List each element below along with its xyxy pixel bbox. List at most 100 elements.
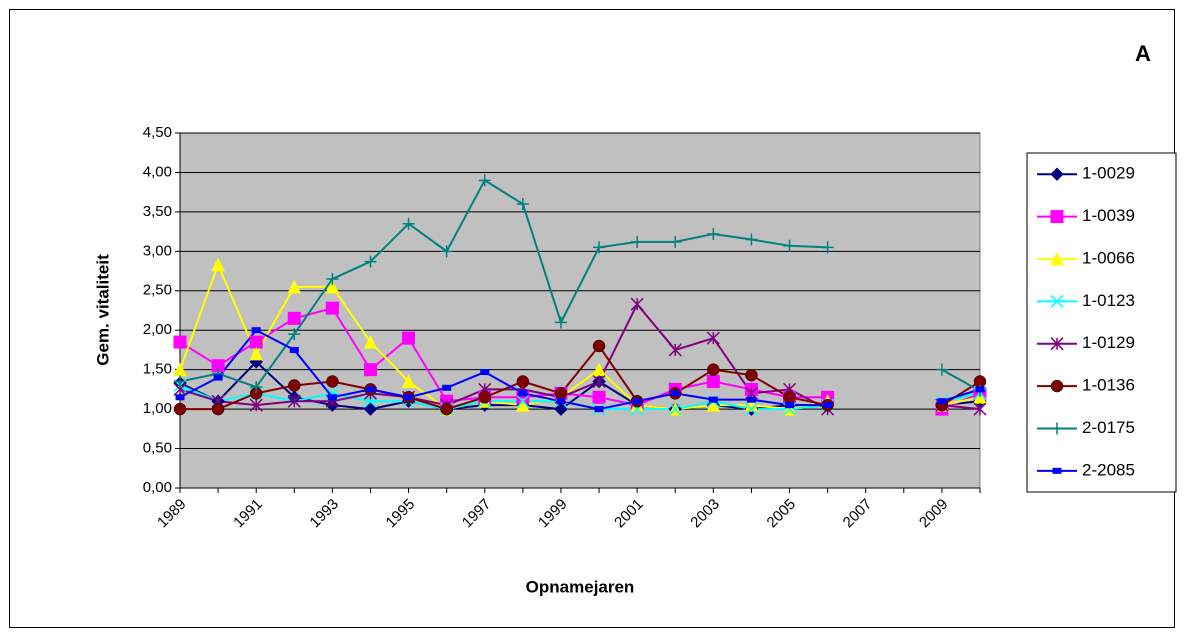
data-point: [937, 398, 947, 405]
data-point: [288, 379, 301, 392]
data-point: [175, 394, 185, 401]
data-point: [973, 402, 987, 416]
data-point: [251, 327, 261, 334]
data-point: [363, 402, 378, 416]
data-point: [250, 381, 263, 394]
data-point: [173, 402, 187, 416]
data-point: [632, 398, 642, 405]
y-tick-label: 1,00: [143, 400, 172, 417]
data-point: [975, 386, 985, 393]
data-point: [554, 387, 568, 400]
data-point: [592, 339, 606, 353]
data-point: [823, 402, 833, 409]
data-point: [745, 368, 758, 382]
legend-marker: [1050, 167, 1064, 181]
data-point: [706, 331, 720, 345]
legend-marker: [1050, 251, 1064, 266]
data-point: [249, 398, 263, 412]
series-line: [180, 344, 981, 411]
y-tick-label: 2,00: [143, 321, 172, 338]
y-tick-label: 0,00: [143, 479, 172, 496]
data-point: [174, 375, 186, 388]
data-point: [706, 375, 720, 388]
data-point: [746, 396, 756, 403]
data-point: [592, 374, 606, 389]
data-point: [288, 328, 301, 341]
y-tick-label: 0,50: [143, 440, 172, 457]
y-tick-label: 4,00: [143, 163, 172, 180]
legend-label: 1-0029: [1082, 164, 1135, 183]
data-point: [744, 402, 758, 416]
data-point: [327, 394, 337, 401]
data-point: [249, 346, 263, 361]
data-point: [516, 198, 529, 210]
data-point: [478, 391, 492, 404]
data-point: [287, 279, 302, 294]
x-axis-title: Opnamejaren: [526, 577, 635, 596]
data-point: [363, 363, 377, 377]
data-point: [440, 245, 453, 258]
data-point: [668, 402, 682, 416]
data-point: [249, 335, 263, 349]
data-point: [593, 241, 606, 254]
data-point: [592, 390, 606, 404]
data-point: [478, 174, 491, 187]
data-point: [325, 279, 340, 294]
plot-area: [179, 132, 981, 489]
data-point: [326, 375, 339, 388]
y-tick-label: 4,50: [143, 124, 172, 141]
data-point: [783, 391, 796, 404]
data-point: [668, 343, 682, 357]
data-point: [631, 235, 644, 248]
data-point: [554, 402, 568, 416]
y-tick-label: 3,00: [143, 242, 172, 259]
data-point: [442, 384, 452, 391]
legend-marker: [1050, 210, 1064, 224]
legend-marker: [1050, 337, 1064, 351]
data-point: [325, 301, 339, 315]
y-tick-label: 3,50: [143, 203, 172, 220]
data-point: [783, 239, 796, 252]
legend-marker: [1050, 294, 1064, 308]
data-point: [745, 233, 758, 246]
legend-marker: [1051, 422, 1063, 435]
data-point: [211, 257, 225, 272]
data-point: [707, 363, 720, 376]
legend-marker: [1050, 379, 1064, 393]
data-point: [402, 331, 416, 345]
data-point: [821, 241, 834, 254]
data-point: [518, 390, 528, 397]
data-point: [669, 235, 682, 248]
data-point: [363, 334, 378, 349]
data-point: [173, 335, 187, 349]
data-point: [211, 402, 225, 416]
y-axis-title: Gem. vitaliteit: [93, 254, 112, 366]
data-point: [708, 396, 718, 403]
legend-label: 1-0039: [1082, 206, 1135, 225]
data-point: [594, 406, 604, 413]
legend-label: 1-0066: [1082, 248, 1135, 267]
data-point: [785, 402, 795, 409]
legend-label: 1-0123: [1082, 291, 1135, 310]
legend: [1026, 152, 1177, 493]
data-point: [440, 402, 453, 416]
legend-marker: [1052, 467, 1062, 474]
data-point: [401, 374, 416, 388]
data-point: [364, 255, 377, 268]
data-point: [213, 374, 223, 381]
data-point: [402, 217, 415, 230]
data-point: [287, 311, 301, 325]
data-point: [326, 272, 339, 285]
data-point: [554, 316, 567, 329]
data-point: [480, 369, 490, 376]
y-tick-label: 1,50: [143, 361, 172, 378]
chart-title: A: [1135, 41, 1151, 66]
data-point: [556, 398, 566, 405]
data-point: [287, 394, 301, 408]
legend-label: 1-0129: [1082, 333, 1135, 352]
data-point: [365, 386, 375, 393]
data-point: [670, 390, 680, 397]
data-point: [935, 363, 948, 376]
